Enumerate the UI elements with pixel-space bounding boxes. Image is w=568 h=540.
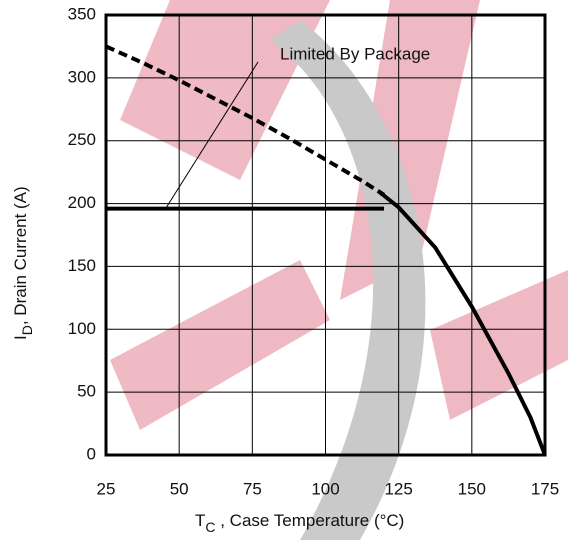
- y-tick-label: 150: [68, 256, 96, 275]
- y-label-rest: , Drain Current (A): [11, 186, 30, 325]
- y-tick-label: 200: [68, 193, 96, 212]
- plot-area: 0 50 100 150 200 250 300 350 25 50 75 100 125 150 175: [68, 4, 560, 498]
- x-tick-label: 25: [97, 479, 116, 498]
- y-label-sub: D: [19, 325, 35, 335]
- annotation: Limited By Package: [280, 44, 430, 63]
- y-tick-label: 350: [68, 4, 96, 23]
- y-axis-label: ID, Drain Current (A): [11, 186, 34, 340]
- data-line: [376, 189, 547, 456]
- x-label-sub: C: [205, 519, 215, 535]
- x-label-main: T: [195, 511, 205, 530]
- x-tick-label: 50: [170, 479, 189, 498]
- x-label-rest: , Case Temperature (°C): [216, 511, 405, 530]
- leader-line: [165, 61, 259, 209]
- x-tick-label: 100: [311, 479, 339, 498]
- plot-frame: [104, 13, 547, 457]
- y-tick-label: 300: [68, 67, 96, 86]
- y-tick-label: 100: [68, 319, 96, 338]
- x-axis-label: TC , Case Temperature (°C): [195, 511, 404, 534]
- x-tick-label: 75: [243, 479, 262, 498]
- data-line: [105, 44, 386, 197]
- y-tick-label: 50: [77, 382, 96, 401]
- y-label-main: I: [11, 335, 30, 340]
- x-tick-label: 175: [531, 479, 559, 498]
- y-tick-label: 250: [68, 130, 96, 149]
- y-tick-label: 0: [87, 444, 96, 463]
- x-tick-label: 150: [458, 479, 486, 498]
- watermark: [110, 0, 568, 540]
- x-tick-label: 125: [384, 479, 412, 498]
